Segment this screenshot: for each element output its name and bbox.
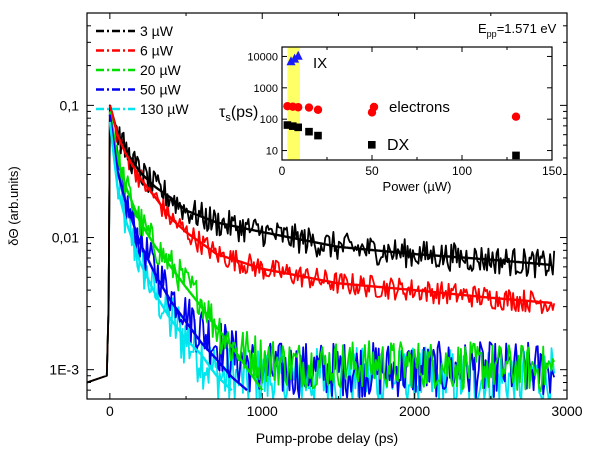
inset-x-tick-label: 100	[452, 164, 472, 178]
inset-y-tick-label: 10	[266, 146, 278, 158]
inset-marker-dx	[289, 122, 297, 130]
inset-marker-electrons	[511, 112, 521, 121]
inset-marker-ix	[286, 56, 296, 66]
fit-curve-1	[108, 105, 552, 305]
inset-y-tick-label: 1000	[254, 83, 278, 95]
inset-marker-dx	[305, 127, 313, 136]
main-x-tick-label: 2000	[399, 403, 430, 419]
inset-background	[282, 47, 552, 160]
inset-x-axis-label: Power (µW)	[383, 179, 452, 194]
inset-marker-dx	[314, 131, 322, 140]
data-line-2	[87, 110, 556, 393]
inset-x-tick-label: 0	[279, 164, 286, 178]
inset-x-tick-label: 150	[542, 164, 562, 178]
main-y-axis-label: δΘ (arb.units)	[6, 166, 21, 245]
inset-marker-ix	[293, 50, 303, 60]
inset-plot: 0 50 100 150 10 100 1000 10000 Power (µW) τs(ps) I…	[219, 46, 562, 194]
main-x-axis-label: Pump-probe delay (ps)	[256, 430, 398, 446]
inset-y-tick-label: 10000	[247, 51, 278, 63]
main-y-tick-label: 0,01	[52, 230, 79, 246]
main-y-tick-label: 1E-3	[49, 362, 79, 378]
inset-marker-dx	[512, 151, 520, 160]
main-plot-frame	[86, 12, 568, 400]
main-x-tick-label: 0	[106, 403, 114, 419]
fit-curve-3	[108, 114, 248, 392]
legend-label-2: 20 µW	[140, 62, 182, 78]
legend-label-0: 3 µW	[140, 23, 174, 39]
main-legend: 3 µW 6 µW 20 µW 50 µW 130 µW	[96, 23, 189, 117]
inset-marker-electrons	[294, 103, 303, 112]
legend-label-3: 50 µW	[140, 82, 182, 98]
main-x-tick-label: 1000	[247, 403, 278, 419]
excitation-energy-annotation: Epp=1.571 eV	[478, 21, 557, 39]
main-y-tick-label: 0,1	[60, 97, 80, 113]
fit-curve-4	[108, 121, 233, 392]
inset-marker-electrons	[313, 105, 323, 114]
inset-marker-dx	[283, 121, 292, 129]
inset-series-label-ix: IX	[313, 55, 327, 72]
inset-series-label-electrons: electrons	[389, 99, 450, 116]
main-data-layer	[87, 104, 556, 399]
legend-label-4: 130 µW	[140, 101, 189, 117]
fit-curve-0	[108, 105, 552, 267]
inset-legend-swatch-electrons	[369, 102, 379, 112]
fit-curve-2	[108, 111, 264, 391]
inset-y-tick-label: 100	[260, 114, 278, 126]
inset-legend-swatch-dx	[368, 141, 376, 149]
inset-x-tick-label: 50	[365, 164, 379, 178]
legend-label-1: 6 µW	[140, 43, 174, 59]
inset-marker-electrons	[304, 103, 314, 112]
inset-marker-dx	[294, 123, 302, 132]
inset-series-label-dx: DX	[387, 137, 410, 154]
inset-y-axis-label: τs(ps)	[219, 104, 258, 124]
main-x-tick-label: 3000	[551, 403, 582, 419]
